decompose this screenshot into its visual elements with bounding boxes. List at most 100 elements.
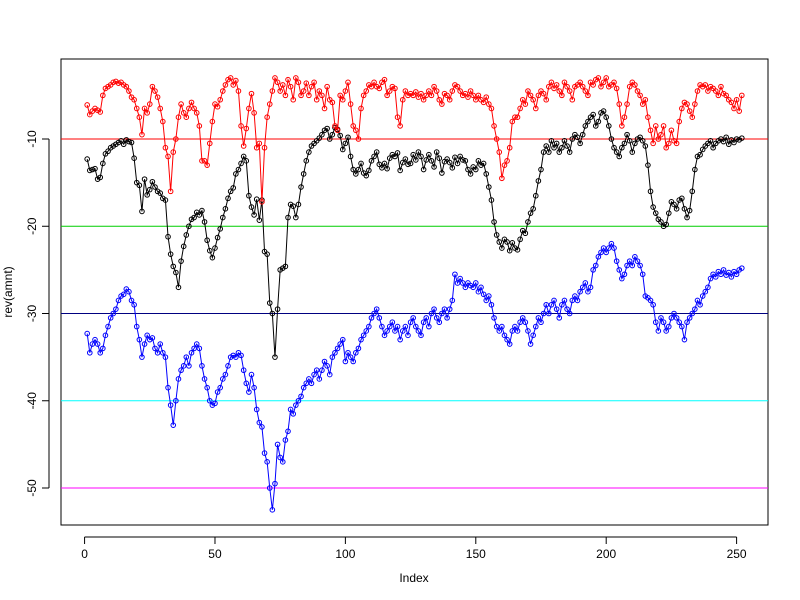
data-point bbox=[634, 258, 641, 264]
data-point bbox=[324, 363, 330, 369]
data-point bbox=[652, 210, 659, 216]
data-point bbox=[705, 88, 711, 94]
data-point bbox=[598, 83, 604, 90]
data-point bbox=[167, 402, 174, 408]
data-point bbox=[149, 83, 156, 90]
data-point bbox=[131, 301, 137, 308]
data-point bbox=[613, 85, 620, 92]
data-point bbox=[274, 79, 281, 86]
data-point bbox=[415, 149, 422, 155]
data-point bbox=[165, 233, 171, 240]
data-point bbox=[407, 160, 414, 167]
data-point bbox=[480, 160, 487, 167]
data-point bbox=[739, 135, 745, 141]
data-point bbox=[564, 306, 570, 312]
data-point bbox=[217, 96, 223, 103]
data-point bbox=[624, 101, 630, 107]
data-point bbox=[658, 219, 664, 225]
data-point bbox=[684, 319, 690, 326]
data-point bbox=[462, 284, 469, 291]
data-point bbox=[660, 319, 667, 326]
data-point bbox=[689, 310, 696, 317]
data-point bbox=[551, 144, 557, 151]
data-point bbox=[342, 140, 349, 147]
data-point bbox=[240, 367, 247, 374]
data-point bbox=[446, 159, 453, 166]
data-point bbox=[457, 153, 463, 160]
data-point bbox=[543, 301, 550, 308]
data-point bbox=[350, 358, 357, 365]
data-point bbox=[579, 284, 586, 291]
x-tick-label: 0 bbox=[81, 547, 88, 561]
data-point bbox=[488, 301, 495, 308]
data-point bbox=[626, 137, 633, 144]
data-point bbox=[298, 393, 304, 400]
data-point bbox=[603, 114, 609, 120]
data-point bbox=[204, 162, 210, 168]
data-point bbox=[157, 190, 164, 196]
data-point bbox=[243, 125, 250, 132]
data-point bbox=[423, 157, 430, 163]
data-point bbox=[668, 127, 675, 134]
data-point bbox=[230, 185, 237, 191]
data-point bbox=[175, 376, 182, 382]
data-point bbox=[444, 156, 450, 162]
data-point bbox=[206, 247, 213, 254]
data-point bbox=[154, 94, 161, 100]
data-point bbox=[475, 158, 482, 164]
data-point bbox=[564, 83, 570, 90]
y-tick-label: -50 bbox=[25, 479, 39, 497]
data-point bbox=[256, 140, 263, 147]
data-point bbox=[217, 226, 223, 232]
data-point bbox=[290, 411, 297, 417]
data-point bbox=[199, 158, 205, 164]
data-point bbox=[472, 280, 479, 286]
data-point bbox=[199, 207, 205, 214]
data-point bbox=[261, 144, 268, 151]
data-point bbox=[321, 358, 328, 365]
data-point bbox=[402, 323, 409, 330]
data-point bbox=[246, 105, 252, 112]
data-point bbox=[538, 319, 544, 326]
data-point bbox=[86, 111, 93, 118]
data-point bbox=[347, 153, 354, 160]
data-point bbox=[141, 341, 148, 347]
data-point bbox=[626, 83, 633, 90]
data-point bbox=[329, 354, 336, 360]
data-point bbox=[535, 92, 542, 99]
data-point bbox=[509, 118, 516, 125]
data-point bbox=[692, 306, 698, 312]
data-point bbox=[188, 99, 195, 106]
data-point bbox=[723, 134, 729, 141]
data-point bbox=[402, 156, 409, 162]
series-line bbox=[86, 76, 743, 202]
data-point bbox=[115, 297, 122, 304]
data-point bbox=[679, 195, 685, 202]
data-point bbox=[546, 149, 552, 155]
data-point bbox=[624, 262, 630, 269]
data-point bbox=[319, 367, 325, 374]
data-point bbox=[141, 105, 148, 112]
data-point bbox=[433, 315, 440, 321]
data-point bbox=[413, 323, 419, 330]
data-point bbox=[733, 96, 740, 103]
data-point bbox=[504, 158, 510, 164]
data-point bbox=[548, 79, 555, 86]
data-point bbox=[282, 437, 289, 443]
data-point bbox=[663, 328, 669, 334]
data-point bbox=[225, 195, 231, 202]
data-point bbox=[355, 166, 362, 173]
data-point bbox=[238, 160, 244, 167]
data-point bbox=[97, 349, 104, 356]
data-point bbox=[266, 485, 273, 491]
data-point bbox=[517, 319, 523, 326]
data-point bbox=[144, 192, 150, 198]
data-point bbox=[428, 158, 435, 164]
data-point bbox=[566, 149, 573, 155]
data-point bbox=[120, 291, 127, 298]
data-point bbox=[725, 141, 732, 148]
data-point bbox=[486, 293, 492, 299]
y-tick-label: -30 bbox=[25, 305, 39, 323]
data-point bbox=[300, 88, 307, 94]
